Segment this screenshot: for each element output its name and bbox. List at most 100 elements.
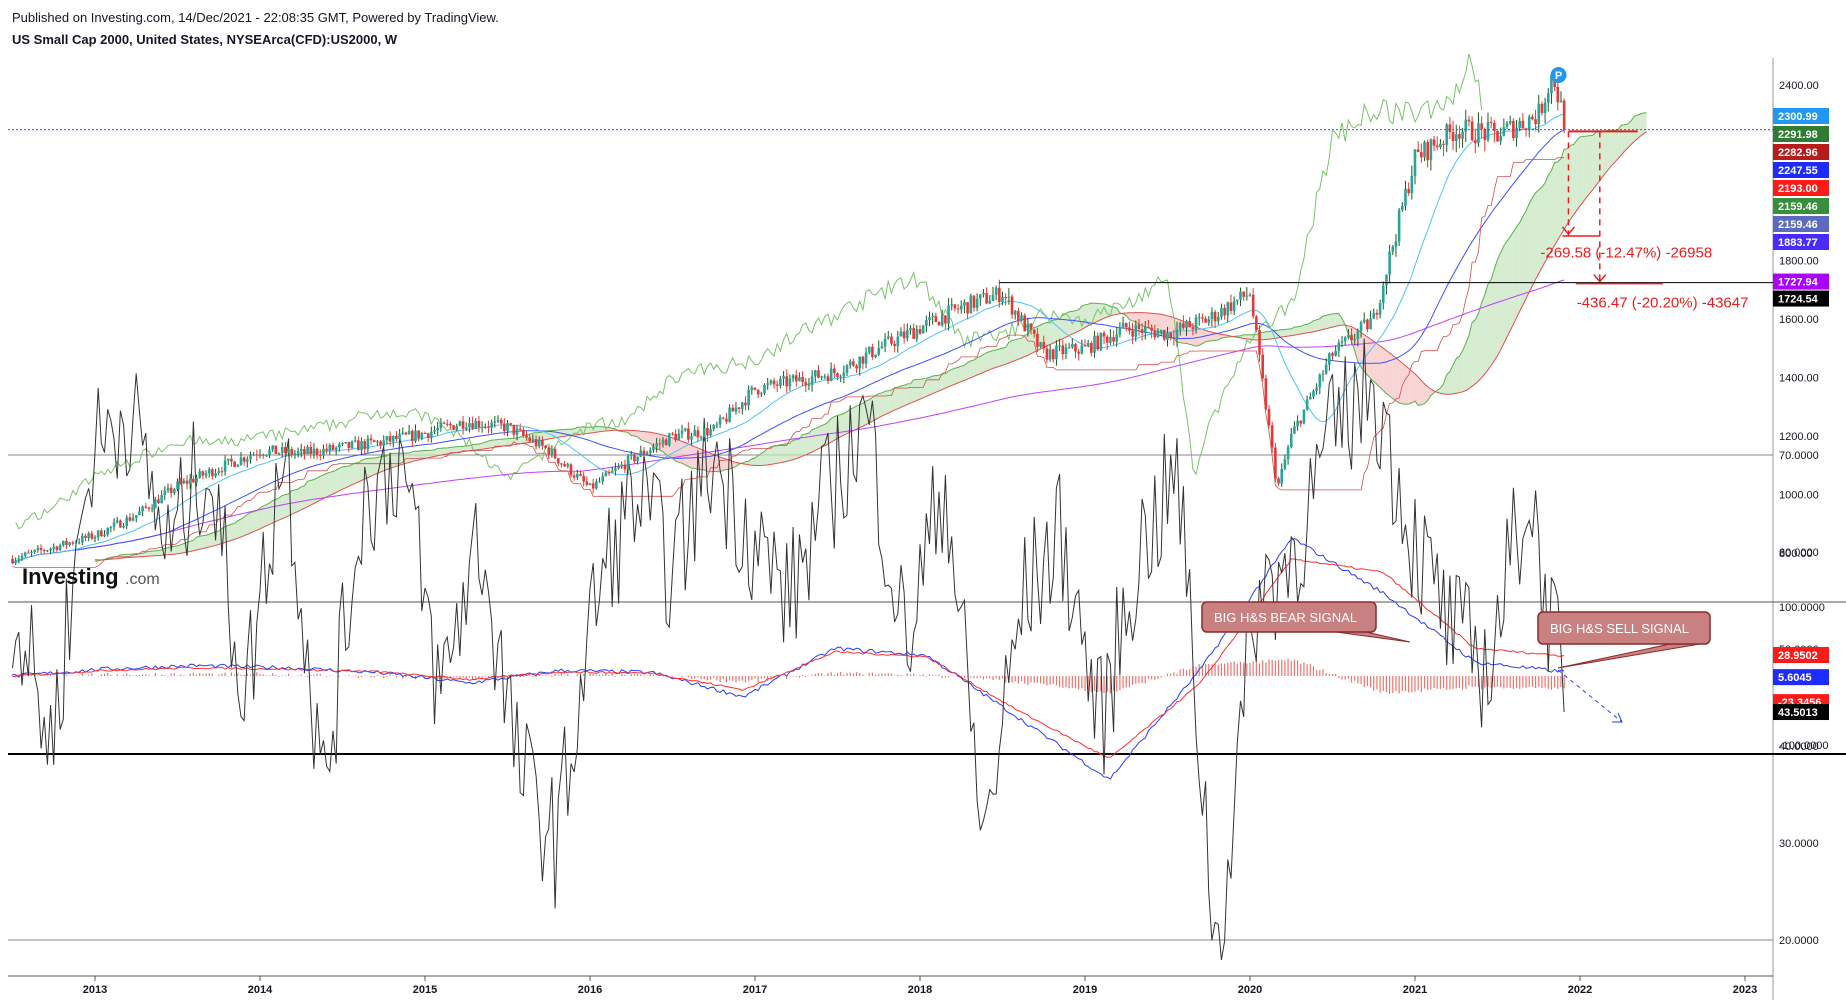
price-candle — [411, 429, 414, 448]
price-candle — [1274, 442, 1277, 483]
price-candle — [17, 555, 21, 564]
price-candle — [360, 437, 363, 455]
ichimoku-cloud-segment — [1402, 363, 1406, 405]
price-candle — [560, 462, 563, 468]
candle-body — [1394, 241, 1398, 247]
price-candle — [122, 523, 125, 529]
price-badge-bg — [1773, 144, 1829, 160]
price-candle — [179, 477, 182, 485]
price-candle — [1001, 291, 1004, 306]
price-candle — [721, 416, 725, 420]
ichimoku-cloud-segment — [808, 429, 813, 454]
price-badge-label: 1883.77 — [1778, 237, 1818, 249]
price-candle — [1366, 318, 1369, 332]
ichimoku-cloud-segment — [1481, 294, 1485, 378]
ichimoku-cloud-segment — [456, 446, 460, 453]
price-candle — [1169, 332, 1172, 341]
callout-bear-signal[interactable]: BIG H&S BEAR SIGNAL — [1201, 601, 1411, 643]
candle-body — [299, 448, 303, 452]
candle-body — [1461, 131, 1464, 139]
candle-body — [1197, 317, 1201, 319]
ichimoku-cloud-segment — [1113, 306, 1117, 315]
callout-sell-signal-box — [1537, 611, 1711, 645]
candle-body — [509, 423, 512, 425]
ichimoku-cloud-segment — [1069, 311, 1073, 336]
ichimoku-cloud-segment — [304, 481, 308, 509]
candle-body — [1391, 246, 1395, 252]
ichimoku-cloud-segment — [174, 545, 178, 555]
macd-value-badge: 28.9502 — [1773, 647, 1829, 664]
price-candle — [1489, 116, 1493, 129]
ichimoku-cloud-segment — [437, 448, 441, 456]
price-candle — [1350, 328, 1353, 345]
time-axis-tick-label: 2021 — [1403, 984, 1427, 996]
price-badge-bg — [1773, 180, 1829, 196]
price-candle — [1435, 136, 1439, 151]
price-candle — [1289, 427, 1293, 449]
ichimoku-cloud-segment — [1367, 336, 1371, 379]
ichimoku-cloud-segment — [1564, 148, 1568, 230]
price-candle — [1296, 415, 1299, 431]
price-candle — [880, 341, 884, 350]
time-axis-tick-label: 2016 — [578, 984, 602, 996]
ichimoku-cloud-segment — [1294, 326, 1298, 336]
candle-body — [20, 555, 24, 559]
price-candle — [855, 363, 858, 374]
candle-body — [696, 430, 700, 438]
ichimoku-cloud-segment — [1392, 355, 1396, 401]
price-candle — [661, 437, 665, 448]
price-candle — [867, 346, 871, 355]
candle-body — [664, 439, 668, 446]
candle-body — [185, 480, 189, 484]
ichimoku-cloud-segment — [1576, 136, 1580, 211]
price-candle — [449, 421, 452, 429]
callout-bear-signal-box — [1201, 601, 1377, 633]
ichimoku-cloud-segment — [1586, 135, 1590, 198]
candle-body — [100, 530, 103, 537]
ichimoku-cloud-segment — [279, 495, 283, 521]
price-candle — [318, 449, 322, 461]
candle-body — [1486, 122, 1490, 140]
candle-body — [157, 499, 160, 504]
ichimoku-cloud-segment — [910, 379, 914, 404]
candle-body — [176, 481, 179, 490]
candle-body — [480, 426, 484, 428]
pivot-marker[interactable]: P — [1550, 67, 1567, 83]
ichimoku-cloud-segment — [1478, 302, 1482, 381]
candle-body — [404, 432, 408, 435]
price-candle — [1347, 329, 1350, 340]
price-candle — [1109, 329, 1112, 345]
candle-body — [810, 376, 814, 385]
candle-body — [820, 376, 823, 378]
price-candle — [839, 374, 842, 383]
callout-sell-signal[interactable]: BIG H&S SELL SIGNAL — [1537, 611, 1711, 669]
price-candle — [1188, 316, 1192, 328]
ichimoku-cloud-segment — [1050, 320, 1054, 345]
candle-body — [1270, 425, 1274, 448]
price-candle — [1201, 313, 1204, 323]
candle-body — [661, 439, 665, 444]
candle-body — [1277, 478, 1280, 484]
ichimoku-cloud-segment — [1316, 318, 1320, 331]
ichimoku-cloud-segment — [1262, 331, 1266, 340]
price-candle — [233, 460, 236, 468]
ichimoku-cloud-segment — [659, 434, 663, 452]
price-candle — [249, 451, 252, 464]
candle-body — [1245, 295, 1249, 297]
ichimoku-cloud-segment — [294, 488, 299, 513]
candle-body — [201, 471, 205, 476]
price-candle — [1093, 331, 1096, 358]
candle-body — [963, 302, 966, 306]
candle-body — [1216, 316, 1220, 322]
ichimoku-cloud-segment — [1535, 189, 1539, 280]
price-candle — [1413, 149, 1417, 185]
price-candle — [1086, 339, 1090, 347]
ichimoku-cloud-segment — [1510, 231, 1514, 331]
candle-body — [1191, 327, 1195, 330]
candle-body — [709, 429, 712, 436]
price-candle — [1010, 294, 1014, 319]
price-candle — [1236, 299, 1239, 305]
price-candle — [417, 430, 420, 442]
price-candle — [779, 375, 782, 389]
